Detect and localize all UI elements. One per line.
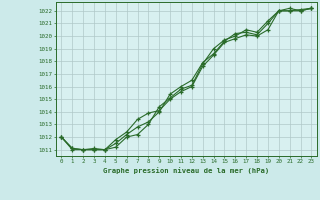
X-axis label: Graphe pression niveau de la mer (hPa): Graphe pression niveau de la mer (hPa) [103, 167, 269, 174]
